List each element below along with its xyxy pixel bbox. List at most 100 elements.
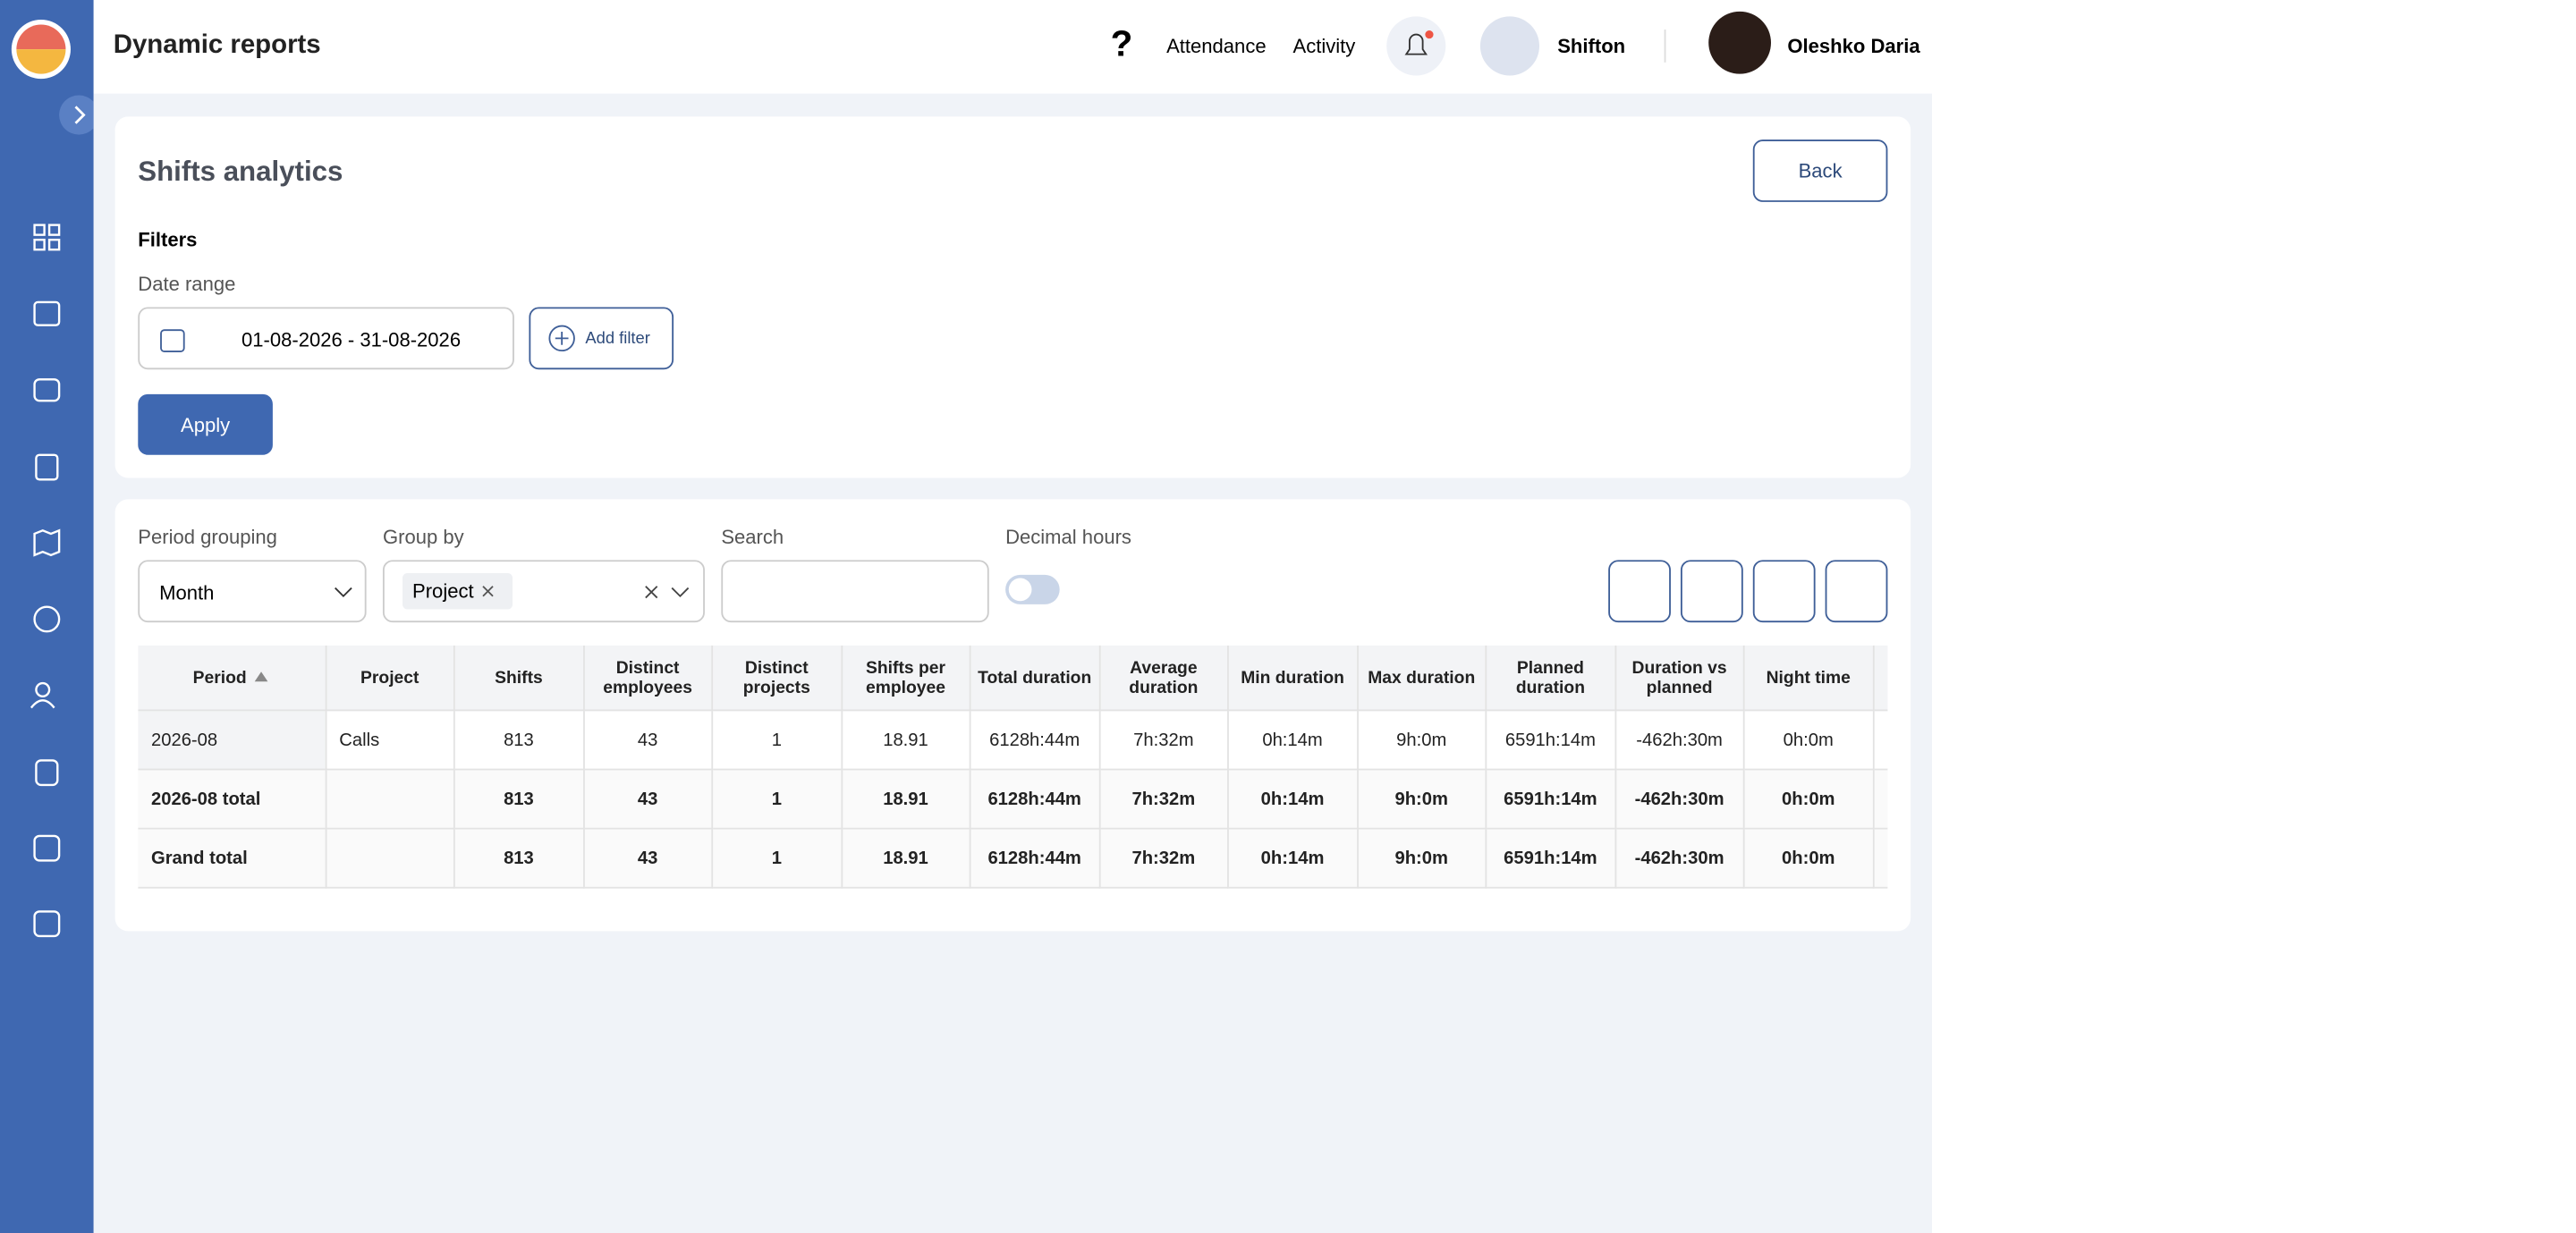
search-label: Search — [721, 525, 784, 549]
report-table: Period Project Shifts Distinct employees Dis… — [138, 645, 1888, 889]
table-cell — [325, 828, 455, 889]
table-cell: 6591h:14m — [1486, 710, 1616, 771]
settings-button[interactable] — [1752, 560, 1816, 623]
table-cell: 9h:0m — [1357, 828, 1487, 889]
table-cell: -462h:30m — [1614, 828, 1745, 889]
table-cell: 18.91 — [841, 769, 971, 830]
header-row: Period Project Shifts Distinct employees Dis… — [138, 645, 1888, 712]
table-cell: 6128h:44m — [970, 710, 1100, 771]
table-cell: 2026-08 — [138, 710, 326, 771]
table-row: Grand total 813 43 1 18.91 6128h:44m 7h:32m 0h:… — [138, 828, 1888, 889]
column-header: Total duration — [970, 645, 1100, 712]
group-chip: Project — [402, 573, 513, 610]
table-cell: 43 — [583, 828, 714, 889]
help-icon[interactable]: ? — [1110, 22, 1133, 64]
icons — [1386, 16, 1540, 76]
table-cell: 2026-08 total — [138, 769, 326, 830]
period-select[interactable]: Month — [138, 560, 367, 623]
table-cell — [1872, 710, 1888, 771]
table-wrap: Period Project Shifts Distinct employees Dis… — [138, 645, 1888, 892]
date-label: Date range — [138, 272, 236, 296]
period-label: Period grouping — [138, 525, 277, 549]
table-cell: 7h:32m — [1098, 828, 1229, 889]
table-cell: -462h:30m — [1614, 710, 1745, 771]
table-cell: 813 — [453, 710, 584, 771]
table-cell: 0h:14m — [1227, 769, 1359, 830]
top-bar: Dynamic reports ? Attendance Activity Sh… — [93, 0, 1932, 94]
table-cell: -462h:30m — [1614, 769, 1745, 830]
table-cell — [1872, 828, 1888, 889]
table-cell: 0h:0m — [1743, 710, 1874, 771]
user-name[interactable]: Oleshko Daria — [1787, 34, 1920, 58]
apply-button[interactable]: Apply — [138, 393, 273, 455]
table-cell: 1 — [712, 828, 843, 889]
add-filter[interactable]: Add filter — [529, 307, 674, 370]
table-cell: 813 — [453, 828, 584, 889]
search-input[interactable] — [721, 560, 989, 623]
decimal-label: Decimal hours — [1005, 525, 1131, 549]
column-header: Shifts per employee — [841, 645, 971, 712]
table-cell: 0h:14m — [1227, 828, 1359, 889]
company-logo — [1479, 16, 1540, 76]
table-cell: 7h:32m — [1098, 710, 1229, 771]
download-button[interactable] — [1680, 560, 1743, 623]
group-select[interactable]: Project — [382, 560, 705, 623]
date-input[interactable]: 01-08-2026 - 31-08-2026 — [138, 307, 514, 370]
table-cell: 43 — [583, 710, 714, 771]
period-value: Month — [159, 581, 215, 604]
back-button[interactable]: Back — [1752, 139, 1888, 202]
card-title: Shifts analytics — [138, 156, 343, 188]
table-cell: 6128h:44m — [970, 828, 1100, 889]
table-cell: Grand total — [138, 828, 326, 889]
table-cell: 0h:0m — [1743, 828, 1874, 889]
table-cell: 9h:0m — [1357, 769, 1487, 830]
table-cell: 9h:0m — [1357, 710, 1487, 771]
nav-link[interactable]: Attendance — [1166, 34, 1267, 58]
column-header: Project — [325, 645, 455, 712]
save-button[interactable] — [1608, 560, 1671, 623]
avatar[interactable] — [1708, 11, 1771, 74]
column-header: Shifts — [453, 645, 584, 712]
table-row: 2026-08 Calls 813 43 1 18.91 6128h:44m 7h:32m 0h… — [138, 710, 1888, 771]
notifications[interactable] — [1386, 16, 1446, 76]
column-header: Distinct employees — [583, 645, 714, 712]
table-cell: 43 — [583, 769, 714, 830]
group-label: Group by — [382, 525, 464, 549]
table-cell: 7h:32m — [1098, 769, 1229, 830]
expand-button[interactable] — [59, 95, 99, 135]
chart-button[interactable] — [1825, 560, 1888, 623]
table-cell: 18.91 — [841, 828, 971, 889]
decimal-toggle[interactable] — [1005, 574, 1060, 604]
table-cell: 6591h:14m — [1486, 828, 1616, 889]
table-cell: 1 — [712, 769, 843, 830]
nav-link[interactable]: Activity — [1292, 34, 1356, 58]
column-header[interactable]: Period — [138, 645, 326, 712]
table-cell: 1 — [712, 710, 843, 771]
table-cell — [325, 769, 455, 830]
column-header: Distinct projects — [712, 645, 843, 712]
column-header — [1872, 645, 1888, 712]
company-name[interactable]: Shifton — [1557, 34, 1626, 58]
page-title: Dynamic reports — [113, 30, 321, 60]
table-cell: 0h:0m — [1743, 769, 1874, 830]
column-header: Planned duration — [1486, 645, 1616, 712]
column-header: Night time — [1743, 645, 1874, 712]
sidebar-icons — [11, 20, 99, 938]
report-card: Period grouping Month Group by Project S… — [114, 499, 1911, 932]
date-value: 01-08-2026 - 31-08-2026 — [241, 328, 462, 352]
table-cell: 6591h:14m — [1486, 769, 1616, 830]
column-header: Average duration — [1098, 645, 1229, 712]
table-cell: 18.91 — [841, 710, 971, 771]
table-cell — [1872, 769, 1888, 830]
table-cell: 6128h:44m — [970, 769, 1100, 830]
column-header: Max duration — [1357, 645, 1487, 712]
table-row: 2026-08 total 813 43 1 18.91 6128h:44m 7h:32m 0… — [138, 769, 1888, 830]
filter-card: Shifts analytics Back Filters Date range… — [114, 116, 1911, 478]
table-cell: 813 — [453, 769, 584, 830]
table-cell: Calls — [325, 710, 455, 771]
column-header: Min duration — [1227, 645, 1359, 712]
column-header: Duration vs planned — [1614, 645, 1745, 712]
filters-label: Filters — [138, 228, 198, 252]
